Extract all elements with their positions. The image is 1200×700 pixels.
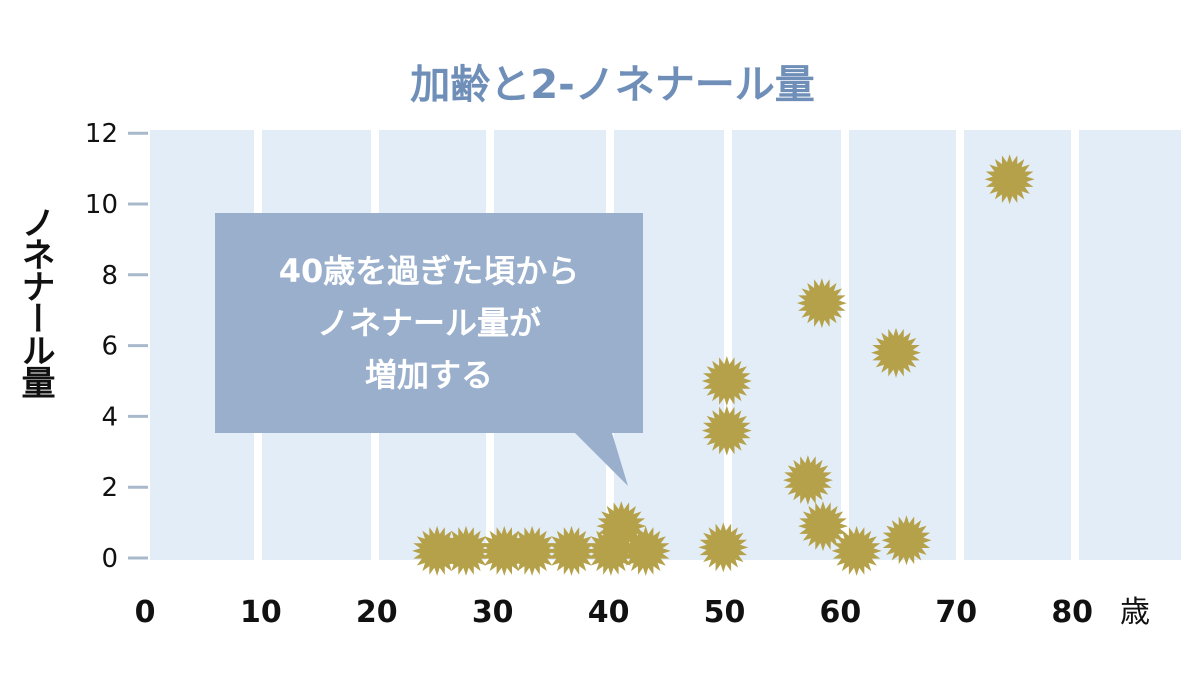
y-tick-label: 4 [101, 402, 118, 432]
data-point [441, 525, 491, 576]
annotation-line: 40歳を過ぎた頃から [278, 252, 580, 290]
x-tick-label: 40 [588, 595, 630, 630]
x-tick-label: 0 [135, 595, 156, 630]
annotation-callout: 40歳を過ぎた頃から ノネナール量が 増加する [215, 213, 643, 433]
x-tick-label: 30 [472, 595, 514, 630]
y-axis-label: ノネナール量 [15, 205, 55, 397]
annotation-line: ノネナール量が [316, 304, 541, 342]
grid-band [964, 130, 1071, 560]
chart-title: 加齢と2-ノネナール量 [410, 62, 815, 108]
x-axis-label: 歳 [1120, 595, 1150, 630]
x-tick-label: 80 [1051, 595, 1093, 630]
y-tick-label: 0 [101, 544, 118, 574]
data-point [546, 525, 597, 576]
data-point [881, 515, 932, 566]
y-tick-label: 6 [101, 332, 118, 362]
y-tick-label: 8 [101, 261, 118, 291]
data-point [871, 327, 921, 378]
x-tick-label: 10 [240, 595, 282, 630]
data-point [507, 525, 558, 576]
data-point [831, 525, 882, 576]
y-tick-label: 12 [85, 119, 118, 149]
y-tick-label: 10 [85, 190, 118, 220]
data-point [585, 525, 636, 576]
data-point [596, 501, 647, 552]
grid-band [1079, 130, 1181, 560]
grid-band [732, 130, 841, 560]
data-point [620, 525, 671, 576]
data-point [798, 501, 848, 552]
data-point [782, 455, 833, 506]
x-tick-label: 60 [820, 595, 862, 630]
data-point [479, 525, 530, 576]
data-point [701, 356, 752, 406]
data-point [412, 525, 463, 576]
callout-shape [215, 213, 643, 486]
x-tick-label: 70 [935, 595, 977, 630]
x-tick-label: 50 [704, 595, 746, 630]
annotation-line: 増加する [364, 356, 493, 394]
y-tick-label: 2 [101, 473, 118, 503]
data-point [701, 405, 752, 456]
data-point [984, 154, 1035, 205]
data-point [796, 278, 847, 329]
data-point [698, 522, 749, 573]
x-tick-label: 20 [356, 595, 398, 630]
